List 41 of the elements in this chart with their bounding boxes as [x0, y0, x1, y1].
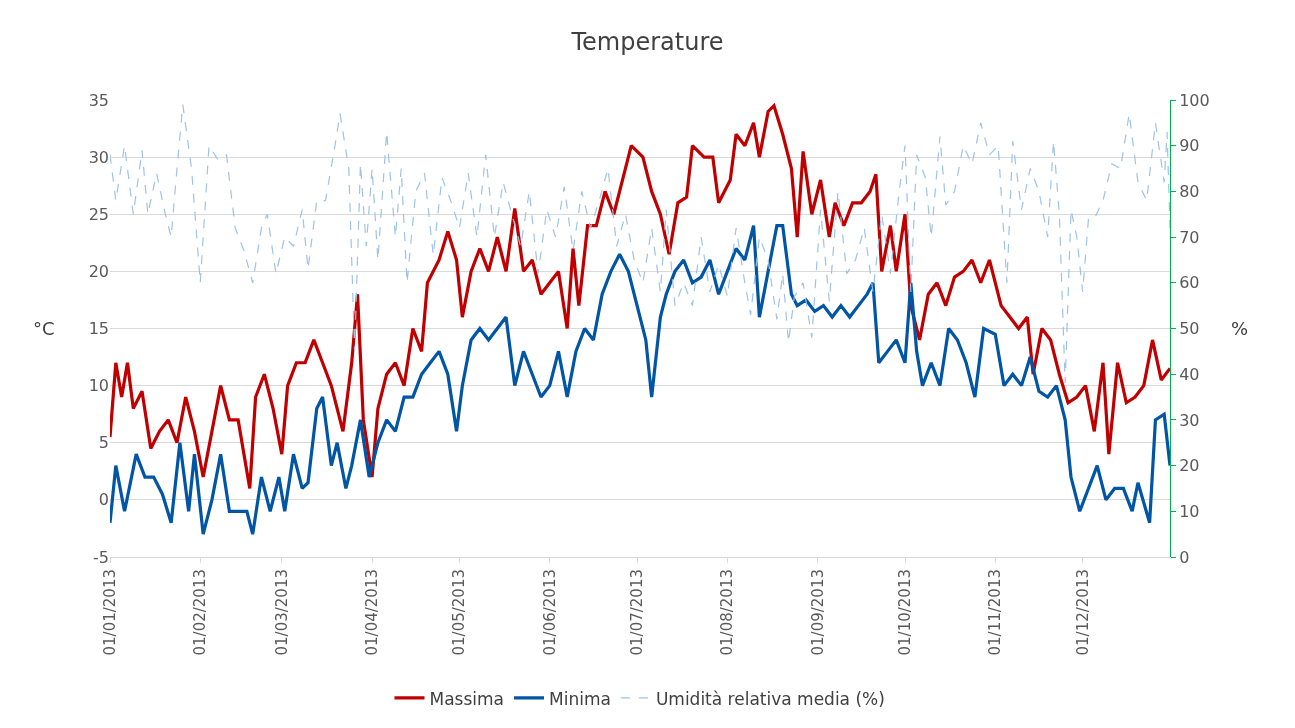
line-series: [110, 103, 1170, 384]
y2-tick-label: 90: [1179, 136, 1200, 156]
x-tick-label: 01/09/2013: [808, 569, 827, 656]
legend-label: Minima: [549, 688, 611, 709]
x-tick-label: 01/08/2013: [718, 569, 737, 656]
y2-tick-label: 80: [1179, 182, 1200, 201]
x-tick-label: 01/04/2013: [362, 569, 381, 656]
y2-tick-label: 70: [1179, 227, 1200, 247]
x-tick-label: 01/01/2013: [100, 569, 119, 656]
y2-tick-label: 30: [1179, 410, 1200, 430]
y-tick-label: 30: [88, 147, 109, 167]
y-tick-label: 25: [88, 204, 109, 224]
y-tick-label: 0: [98, 490, 109, 510]
y-tick-label: -5: [93, 547, 109, 567]
y2-tick-label: 100: [1179, 90, 1210, 110]
x-tick-label: 01/07/2013: [627, 569, 646, 656]
legend-label: Umidità relativa media (%): [655, 688, 885, 709]
x-tick-label: 01/05/2013: [450, 569, 469, 656]
x-tick-label: 01/10/2013: [895, 569, 914, 656]
y2-tick-label: 40: [1179, 364, 1200, 384]
x-tick-label: 01/11/2013: [986, 569, 1005, 656]
y2-tick-label: 0: [1179, 547, 1190, 567]
y2-tick-label: 60: [1179, 273, 1200, 293]
x-tick-label: 01/12/2013: [1073, 569, 1092, 656]
y2-axis-title: %: [1231, 318, 1249, 339]
y2-tick-label: 10: [1179, 501, 1200, 521]
y-tick-label: 35: [88, 90, 109, 110]
y-axis-title: °C: [33, 318, 55, 339]
line-series: [110, 104, 1170, 491]
line-series: [110, 224, 1170, 536]
chart-title: Temperature: [570, 27, 724, 56]
y-tick-label: 5: [98, 433, 109, 453]
y-tick-label: 20: [88, 261, 109, 281]
y-tick-label: 10: [88, 376, 109, 396]
x-tick-label: 01/03/2013: [272, 569, 291, 656]
y2-tick-label: 20: [1179, 456, 1200, 476]
y2-tick-label: 50: [1179, 319, 1200, 339]
x-tick-label: 01/02/2013: [191, 569, 210, 656]
y-tick-label: 15: [88, 319, 109, 339]
x-tick-label: 01/06/2013: [540, 569, 559, 656]
legend-label: Massima: [429, 688, 504, 709]
